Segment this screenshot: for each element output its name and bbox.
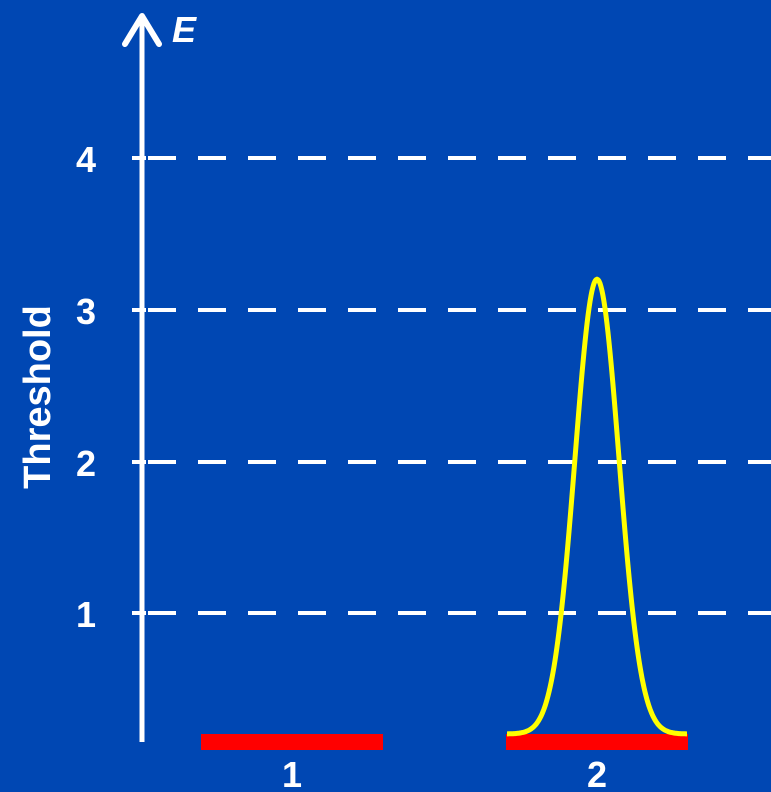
threshold-lines bbox=[148, 156, 771, 615]
level-label-2: 2 bbox=[76, 443, 96, 484]
level-label-1: 1 bbox=[76, 594, 96, 635]
pulse-curve bbox=[505, 276, 689, 737]
axis-label-e: E bbox=[172, 9, 197, 50]
level-label-4: 4 bbox=[76, 139, 96, 180]
axis-arrow-icon bbox=[122, 13, 162, 47]
level-label-3: 3 bbox=[76, 291, 96, 332]
site-bar-2 bbox=[506, 734, 688, 750]
site-bar-1 bbox=[201, 734, 383, 750]
site-label-2: 2 bbox=[587, 754, 607, 792]
threshold-label: Threshold bbox=[17, 305, 59, 489]
site-label-1: 1 bbox=[282, 754, 302, 792]
